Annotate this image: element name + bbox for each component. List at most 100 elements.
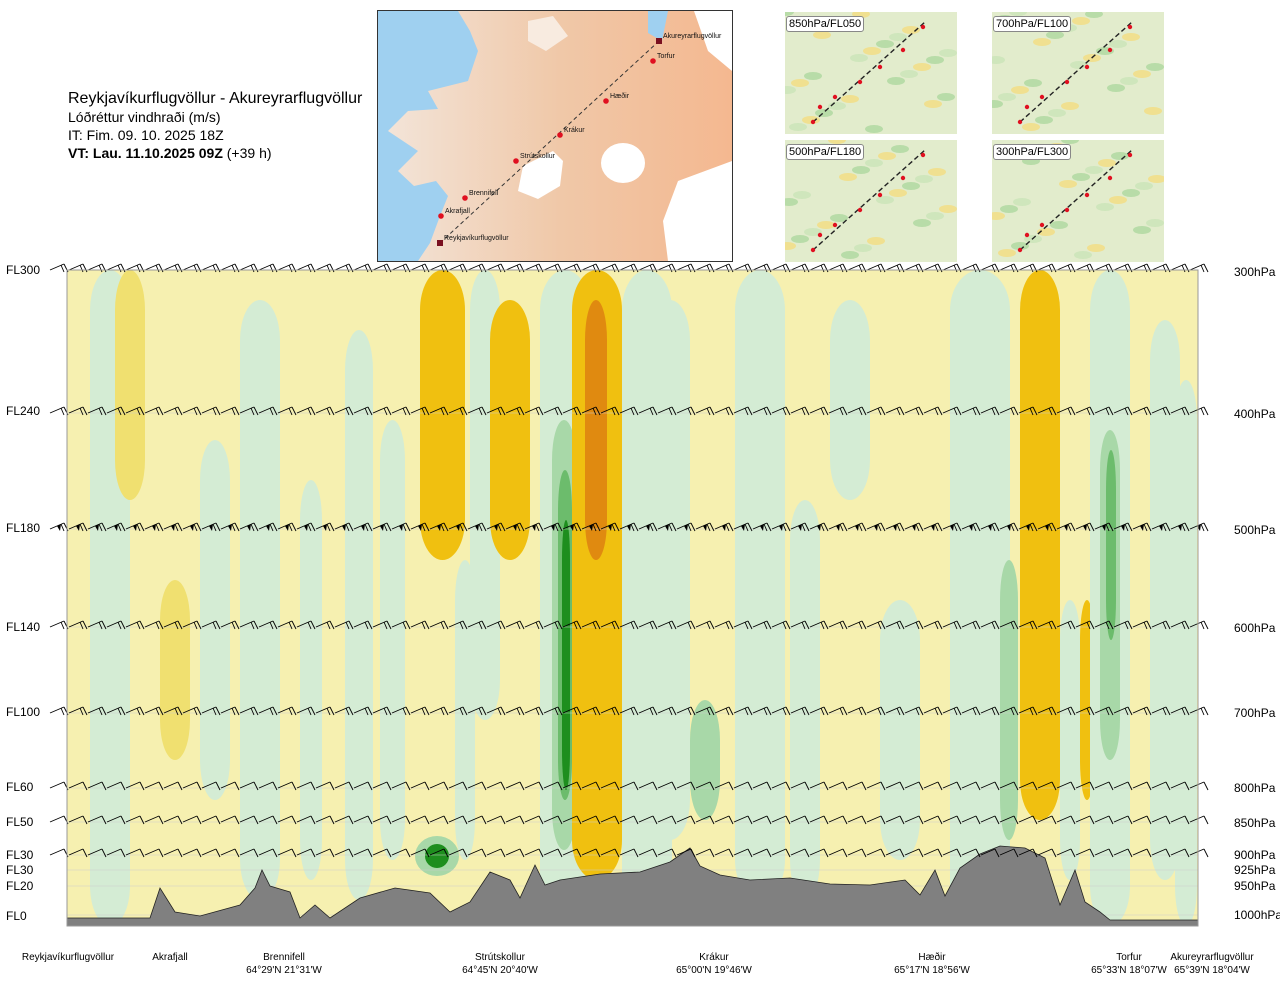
- barb-feather: [747, 781, 753, 791]
- barb-feather: [1105, 523, 1110, 532]
- barb-shaft: [771, 848, 787, 856]
- barb-feather: [725, 523, 730, 532]
- barb-shaft: [410, 406, 426, 414]
- barb-pennant: [931, 524, 935, 531]
- barb-feather: [991, 264, 996, 273]
- barb-feather: [212, 621, 217, 630]
- barb-feather: [687, 264, 692, 273]
- barb-feather: [633, 848, 639, 858]
- wind-barb: [676, 620, 696, 630]
- wind-barb: [1037, 263, 1057, 273]
- barb-shaft: [1037, 781, 1053, 789]
- thumbnail-500-label: 500hPa/FL180: [786, 144, 865, 160]
- thumb-blob: [1135, 182, 1153, 190]
- barb-shaft: [980, 848, 996, 856]
- barb-pennant: [266, 524, 270, 531]
- wind-barb: [866, 263, 886, 273]
- barb-feather: [120, 848, 126, 858]
- barb-feather: [139, 522, 145, 532]
- band-column: [115, 270, 145, 500]
- barb-feather: [519, 848, 525, 858]
- barb-feather: [459, 523, 464, 532]
- wind-barb: [600, 781, 620, 791]
- barb-feather: [269, 707, 274, 716]
- barb-feather: [424, 620, 430, 630]
- wind-barb: [372, 406, 392, 416]
- thumb-blob: [785, 198, 798, 206]
- thumb-blob: [1013, 198, 1031, 206]
- barb-shaft: [904, 815, 920, 823]
- barb-feather: [82, 706, 88, 716]
- route-map[interactable]: Reykjavíkurflugvöllur Akrafjall Brennifell…: [377, 10, 733, 262]
- barb-shaft: [657, 406, 673, 414]
- barb-feather: [842, 781, 848, 791]
- wind-barb: [1037, 815, 1057, 825]
- wind-barb: [201, 406, 221, 416]
- barb-feather: [782, 523, 787, 532]
- barb-feather: [1029, 264, 1034, 273]
- wind-barb: [695, 815, 715, 825]
- barb-shaft: [980, 406, 996, 414]
- barb-feather: [155, 523, 160, 532]
- thumb-blob: [1148, 175, 1164, 183]
- barb-shaft: [695, 263, 711, 271]
- barb-shaft: [144, 815, 160, 823]
- barb-feather: [158, 706, 164, 716]
- barb-feather: [937, 263, 943, 273]
- barb-feather: [576, 848, 582, 858]
- barb-feather: [880, 815, 886, 825]
- wind-barb: [163, 848, 183, 858]
- barb-pennant: [304, 524, 308, 531]
- barb-feather: [231, 523, 236, 532]
- barb-shaft: [1132, 406, 1148, 414]
- barb-feather: [937, 815, 943, 825]
- wind-barb: [885, 522, 905, 532]
- barb-shaft: [999, 706, 1015, 714]
- barb-shaft: [1132, 263, 1148, 271]
- barb-shaft: [790, 848, 806, 856]
- barb-feather: [329, 781, 335, 791]
- wind-barb: [277, 848, 297, 858]
- barb-shaft: [182, 815, 198, 823]
- wind-barb: [1151, 406, 1171, 416]
- barb-feather: [348, 815, 354, 825]
- barb-shaft: [106, 406, 122, 414]
- wind-barb: [220, 848, 240, 858]
- thumbnail-500[interactable]: 500hPa/FL180: [785, 140, 957, 262]
- barb-feather: [576, 815, 582, 825]
- wind-barb: [923, 706, 943, 716]
- barb-feather: [310, 848, 316, 858]
- barb-shaft: [106, 848, 122, 856]
- barb-shaft: [714, 815, 730, 823]
- barb-feather: [820, 621, 825, 630]
- thumb-blob: [852, 166, 870, 174]
- barb-pennant: [1178, 524, 1182, 531]
- location-label: Brennifell 64°29'N 21°31'W: [246, 951, 322, 977]
- barb-feather: [1124, 407, 1129, 416]
- barb-feather: [934, 523, 939, 532]
- wind-barb: [828, 848, 848, 858]
- barb-feather: [652, 706, 658, 716]
- barb-shaft: [220, 815, 236, 823]
- location-coord: 65°00'N 19°46'W: [676, 965, 752, 976]
- thumbnail-700[interactable]: 700hPa/FL100: [992, 12, 1164, 134]
- wind-barb: [961, 263, 981, 273]
- barb-feather: [630, 621, 635, 630]
- thumb-blob: [817, 221, 835, 229]
- thumbnail-850[interactable]: 850hPa/FL050: [785, 12, 957, 134]
- barb-shaft: [372, 815, 388, 823]
- barb-shaft: [49, 406, 65, 414]
- thumbnail-300[interactable]: 300hPa/FL300: [992, 140, 1164, 262]
- waypoint-label: Brennifell: [469, 190, 499, 197]
- barb-feather: [763, 621, 768, 630]
- barb-shaft: [543, 706, 559, 714]
- thumb-blob: [867, 237, 885, 245]
- barb-feather: [1013, 263, 1019, 273]
- barb-feather: [82, 263, 88, 273]
- barb-shaft: [695, 620, 711, 628]
- barb-feather: [405, 406, 411, 416]
- barb-shaft: [182, 781, 198, 789]
- wind-barb: [106, 522, 126, 532]
- barb-pennant: [627, 524, 631, 531]
- thumb-blob: [1061, 102, 1079, 110]
